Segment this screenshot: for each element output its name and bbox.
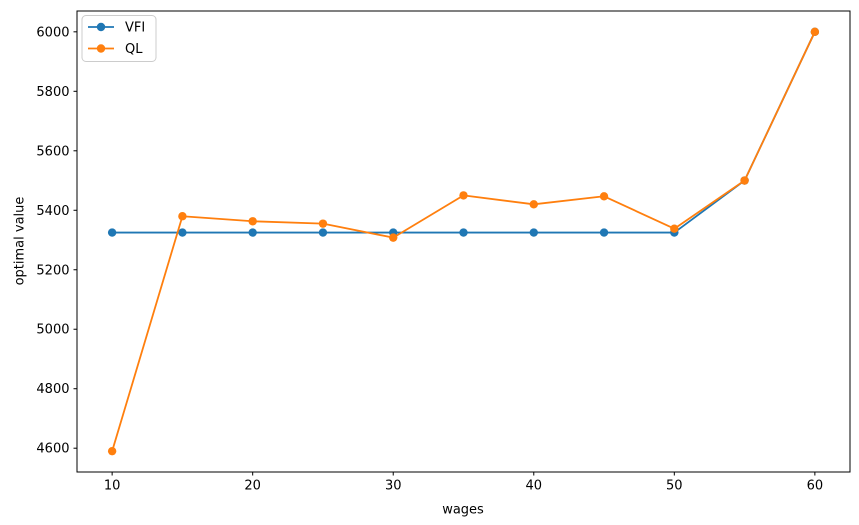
data-point-ql	[318, 219, 328, 228]
legend-marker-sample	[96, 44, 106, 53]
data-point-ql	[248, 217, 257, 226]
series-line-vfi	[111, 30, 816, 234]
legend-marker-sample	[96, 22, 106, 32]
data-point-ql	[107, 446, 117, 456]
y-tick-label: 5400	[36, 204, 69, 219]
series-line-ql	[111, 30, 816, 453]
data-point-vfi	[248, 228, 257, 237]
y-tick-label: 5000	[36, 323, 69, 338]
data-point-vfi	[529, 228, 538, 237]
x-tick-label: 60	[807, 479, 824, 494]
data-point-vfi	[318, 228, 328, 237]
plot-border	[76, 10, 851, 473]
x-tick-label: 20	[244, 479, 261, 494]
legend-label-ql: QL	[125, 42, 143, 57]
data-point-ql	[810, 27, 820, 37]
x-tick-label: 40	[525, 479, 542, 494]
data-point-vfi	[599, 228, 609, 237]
y-tick-label: 4600	[36, 442, 69, 457]
x-tick-label: 50	[666, 479, 683, 494]
data-point-vfi	[459, 228, 468, 237]
data-point-ql	[459, 191, 468, 200]
data-point-vfi	[178, 228, 187, 237]
data-point-ql	[178, 212, 187, 221]
y-tick-label: 6000	[36, 25, 69, 40]
legend-label-vfi: VFI	[125, 21, 145, 36]
y-axis-label: optimal value	[12, 196, 28, 286]
data-point-ql	[529, 200, 538, 209]
data-point-vfi	[107, 228, 117, 237]
y-tick-label: 5600	[36, 144, 69, 159]
y-tick-label: 5200	[36, 263, 69, 278]
y-tick-label: 4800	[36, 382, 69, 397]
data-point-ql	[599, 192, 609, 201]
x-tick-label: 10	[104, 479, 121, 494]
data-point-ql	[670, 224, 679, 233]
data-point-ql	[740, 176, 749, 185]
x-tick-label: 30	[385, 479, 402, 494]
data-point-ql	[389, 233, 398, 242]
x-axis-label: wages	[442, 502, 484, 518]
y-tick-label: 5800	[36, 85, 69, 100]
